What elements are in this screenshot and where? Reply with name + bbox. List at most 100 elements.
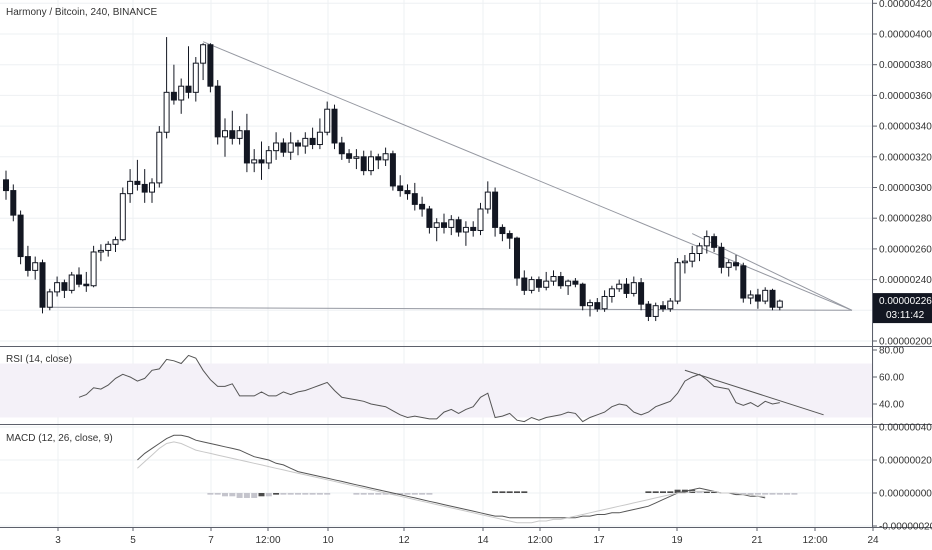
candle bbox=[718, 242, 725, 274]
candle bbox=[492, 187, 499, 237]
candle-body-down bbox=[243, 130, 250, 164]
price-trendline[interactable] bbox=[202, 41, 853, 311]
macd-axis[interactable]: 0.00000040 0.00000020 0.00000000 -0.0000002… bbox=[873, 423, 932, 533]
candle bbox=[222, 118, 228, 157]
candle bbox=[185, 46, 192, 99]
candle bbox=[32, 256, 39, 280]
candle bbox=[346, 149, 353, 163]
price-trendline[interactable] bbox=[49, 306, 853, 311]
candle-body-up bbox=[156, 131, 163, 184]
candle-body-down bbox=[557, 276, 564, 287]
macd-pane[interactable]: MACD (12, 26, close, 9) bbox=[6, 433, 798, 524]
macd-histogram-bar bbox=[368, 493, 374, 495]
candle-body-up bbox=[287, 142, 294, 153]
rsi-axis[interactable]: 80.00 60.00 40.00 bbox=[873, 346, 904, 411]
rsi-band bbox=[0, 363, 872, 418]
macd-histogram-bar bbox=[754, 493, 761, 495]
rsi-title: RSI (14, close) bbox=[6, 354, 72, 365]
candle bbox=[200, 43, 207, 81]
candle-body-up bbox=[54, 282, 61, 293]
rsi-pane[interactable]: RSI (14, close) bbox=[0, 354, 872, 423]
time-axis[interactable]: 3 5 7 12:00 10 12 14 12:00 17 19 21 12:00 24 bbox=[55, 527, 879, 546]
candle bbox=[265, 146, 272, 170]
candle-body-down bbox=[660, 305, 666, 310]
candle-body-down bbox=[718, 246, 725, 268]
price-trendline[interactable] bbox=[691, 233, 853, 311]
candle-body-down bbox=[375, 156, 382, 161]
macd-histogram-bar bbox=[214, 493, 221, 495]
candle-body-down bbox=[309, 137, 316, 146]
candle bbox=[616, 279, 623, 292]
price-axis-label: 0.00000240 bbox=[879, 275, 932, 286]
time-axis-label: 19 bbox=[671, 535, 683, 546]
candle-body-down bbox=[455, 219, 462, 233]
candle bbox=[287, 132, 294, 160]
candle bbox=[594, 298, 601, 312]
candle bbox=[338, 136, 345, 160]
candle bbox=[499, 224, 506, 242]
candle-body-down bbox=[331, 108, 338, 144]
macd-histogram-bar bbox=[660, 491, 666, 493]
current-price-label: 0.00000226 bbox=[879, 296, 932, 307]
candle bbox=[163, 37, 170, 139]
candle bbox=[54, 276, 61, 297]
candle-body-up bbox=[674, 262, 681, 302]
rsi-axis-label: 40.00 bbox=[879, 400, 904, 411]
macd-histogram-bar bbox=[419, 493, 426, 495]
candle bbox=[462, 221, 469, 246]
candle bbox=[470, 221, 477, 237]
macd-histogram-bar bbox=[258, 493, 265, 497]
macd-histogram-bar bbox=[404, 493, 411, 495]
candle-body-up bbox=[681, 260, 688, 264]
candle bbox=[90, 245, 97, 288]
price-axis[interactable]: 0.00000420 0.00000400 0.00000380 0.00000360… bbox=[873, 0, 932, 348]
candle-body-up bbox=[265, 150, 272, 164]
macd-histogram-bar bbox=[295, 493, 301, 495]
candle-body-down bbox=[207, 44, 214, 87]
candle bbox=[681, 255, 688, 274]
candle-body-down bbox=[397, 185, 404, 192]
candle bbox=[404, 184, 411, 200]
candle-body-up bbox=[601, 295, 608, 310]
rsi-trendline[interactable] bbox=[684, 369, 824, 416]
price-pane[interactable]: Harmony / Bitcoin, 240, BINANCE bbox=[3, 7, 853, 322]
candle bbox=[178, 78, 185, 114]
time-axis-label: 12:00 bbox=[527, 535, 552, 546]
price-axis-label: 0.00000420 bbox=[879, 0, 932, 10]
candle bbox=[550, 270, 557, 286]
candle bbox=[316, 118, 323, 150]
candle-body-down bbox=[258, 159, 265, 164]
candle-body-up bbox=[324, 108, 331, 133]
candle bbox=[521, 270, 528, 295]
candle bbox=[17, 210, 24, 265]
macd-histogram-bar bbox=[733, 493, 739, 495]
candle-body-up bbox=[608, 288, 615, 297]
candle bbox=[68, 271, 75, 294]
macd-histogram-bar bbox=[324, 493, 331, 495]
candle-body-up bbox=[528, 279, 535, 291]
candle bbox=[258, 141, 265, 180]
candle bbox=[565, 279, 572, 295]
bar-countdown-label: 03:11:42 bbox=[886, 310, 925, 321]
trendlines[interactable] bbox=[49, 41, 853, 311]
macd-histogram-bar bbox=[309, 493, 316, 495]
candle bbox=[645, 301, 652, 322]
macd-axis-label: 0.00000020 bbox=[879, 456, 932, 467]
macd-histogram-bar bbox=[236, 493, 243, 498]
candle-body-up bbox=[689, 253, 696, 262]
candle-body-up bbox=[149, 182, 155, 193]
candle bbox=[149, 178, 155, 203]
candle-body-up bbox=[550, 276, 557, 282]
macd-histogram-bar bbox=[397, 493, 404, 495]
macd-histogram-bar bbox=[316, 493, 323, 495]
candle bbox=[433, 218, 440, 242]
macd-histogram-bar bbox=[492, 491, 499, 493]
candle bbox=[455, 216, 462, 237]
candle-body-up bbox=[112, 239, 119, 245]
candle-body-down bbox=[492, 191, 499, 228]
macd-axis-label: -0.00000020 bbox=[879, 522, 932, 533]
time-axis-label: 5 bbox=[130, 535, 136, 546]
macd-histogram-bar bbox=[229, 493, 236, 497]
candle bbox=[711, 233, 718, 252]
candle bbox=[61, 279, 68, 299]
